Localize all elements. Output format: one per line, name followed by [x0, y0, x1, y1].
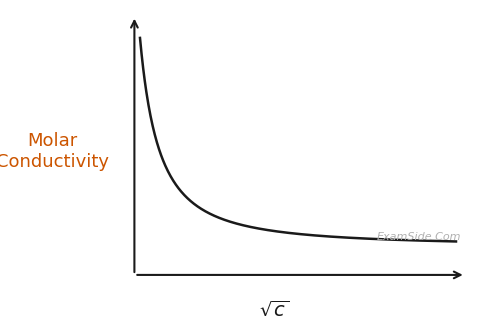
Text: ExamSide.Com: ExamSide.Com	[376, 232, 461, 242]
Text: Molar
Conductivity: Molar Conductivity	[0, 132, 109, 171]
Text: $\sqrt{c}$: $\sqrt{c}$	[259, 299, 288, 316]
